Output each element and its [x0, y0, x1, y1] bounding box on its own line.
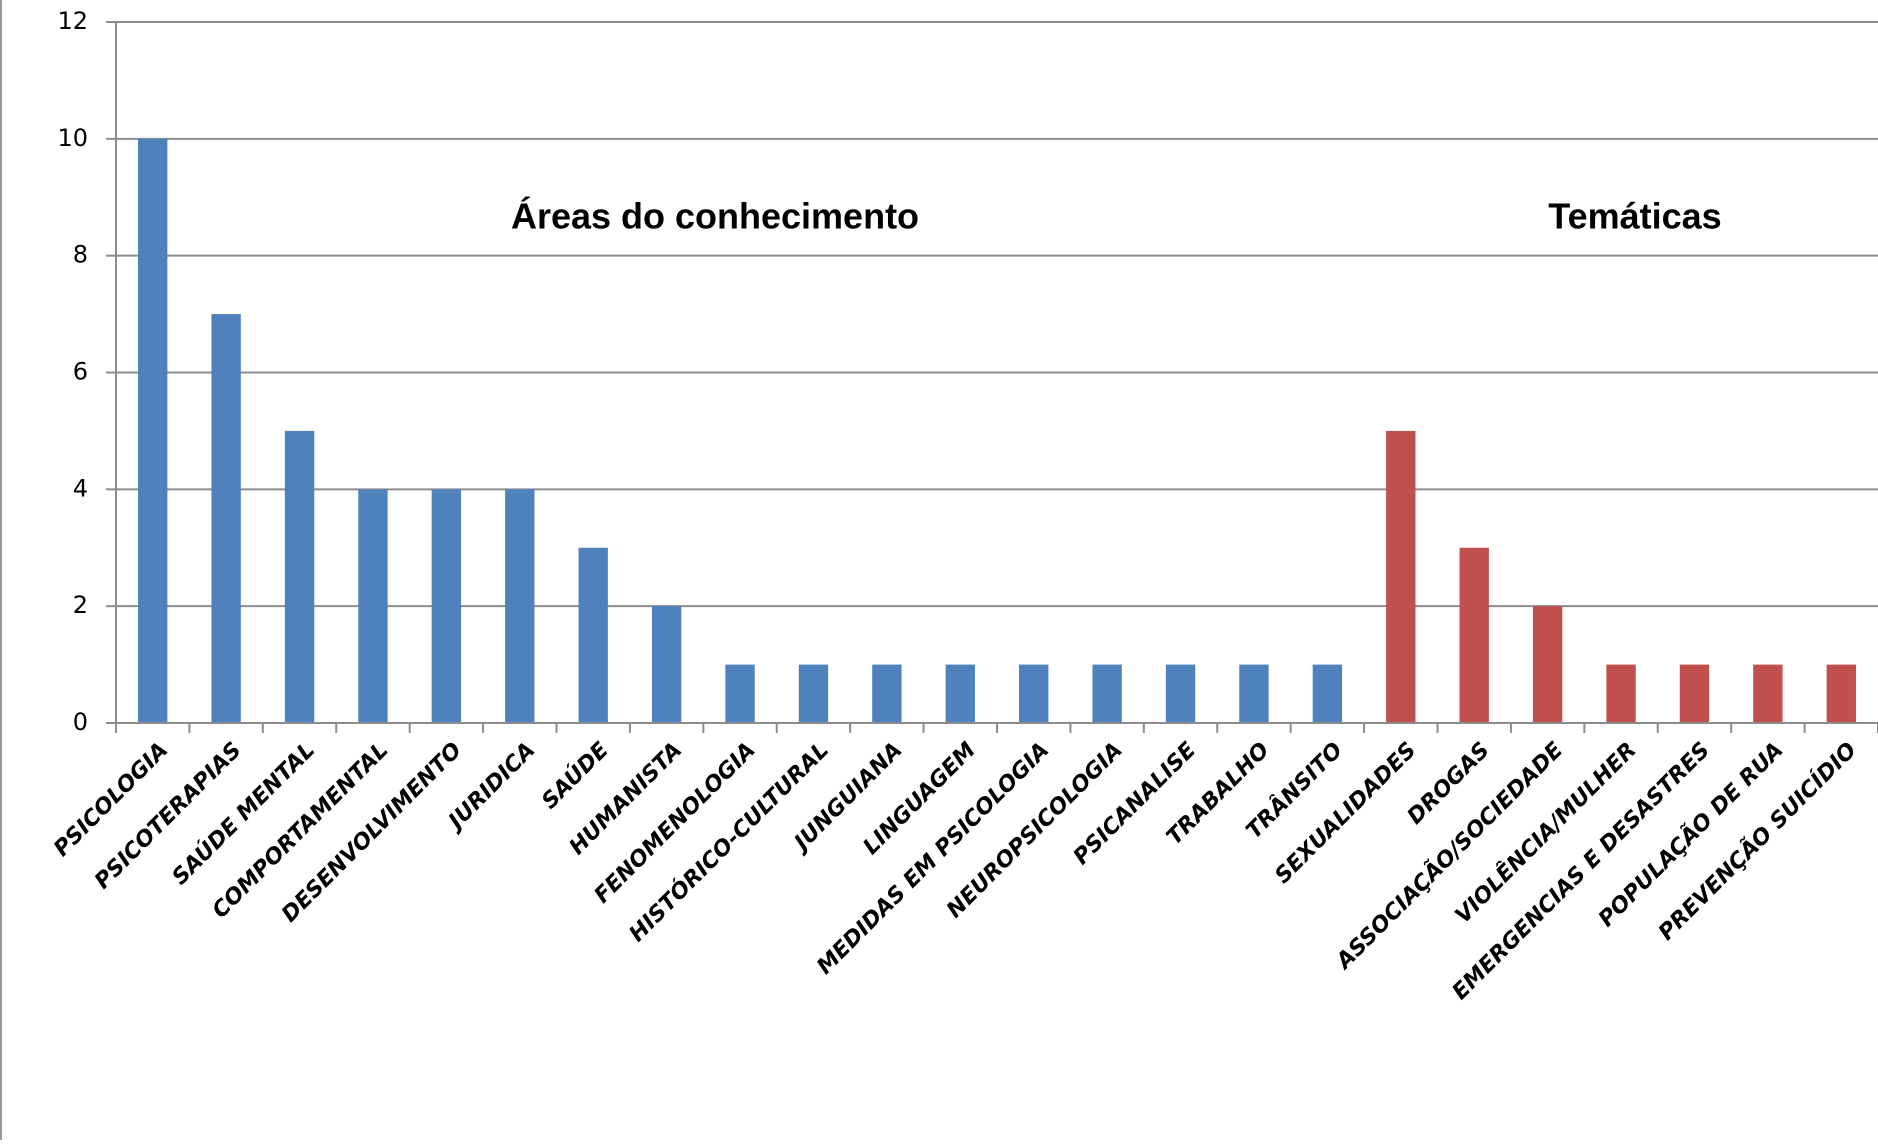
annotation: Temáticas — [1548, 196, 1721, 237]
bar — [945, 664, 975, 723]
annotation: Áreas do conhecimento — [511, 196, 919, 237]
bar — [211, 314, 241, 723]
bar — [431, 489, 462, 723]
y-tick-label: 10 — [57, 124, 88, 152]
bar — [1679, 664, 1710, 723]
bar — [1459, 547, 1489, 723]
y-tick-label: 6 — [73, 358, 88, 386]
bar — [798, 664, 829, 723]
y-tick-label: 2 — [73, 591, 88, 619]
bar — [358, 489, 388, 723]
bar — [284, 430, 315, 723]
x-tick-label: EMERGENCIAS E DESASTRES — [1448, 738, 1715, 1005]
bar — [1312, 664, 1343, 723]
bar — [138, 138, 168, 724]
y-tick-label: 8 — [73, 241, 88, 269]
bar — [1826, 664, 1856, 723]
bar — [1606, 664, 1636, 723]
bar — [872, 664, 902, 723]
bar — [651, 606, 682, 723]
y-tick-label: 4 — [73, 474, 88, 502]
bar — [1092, 664, 1122, 723]
bar — [1532, 606, 1563, 723]
bar — [1239, 664, 1269, 723]
y-tick-label: 12 — [57, 7, 88, 35]
bar — [1386, 430, 1416, 723]
bar — [725, 664, 755, 723]
x-tick-label: SAÚDE MENTAL — [167, 737, 320, 890]
bar — [1753, 664, 1783, 723]
bar — [1019, 664, 1049, 723]
bar — [505, 489, 535, 723]
x-tick-label: SAÚDE — [537, 737, 614, 814]
bar — [1165, 664, 1196, 723]
y-tick-label: 0 — [73, 708, 88, 736]
x-tick-label: SEXUALIDADES — [1270, 738, 1421, 889]
bar — [578, 547, 608, 723]
